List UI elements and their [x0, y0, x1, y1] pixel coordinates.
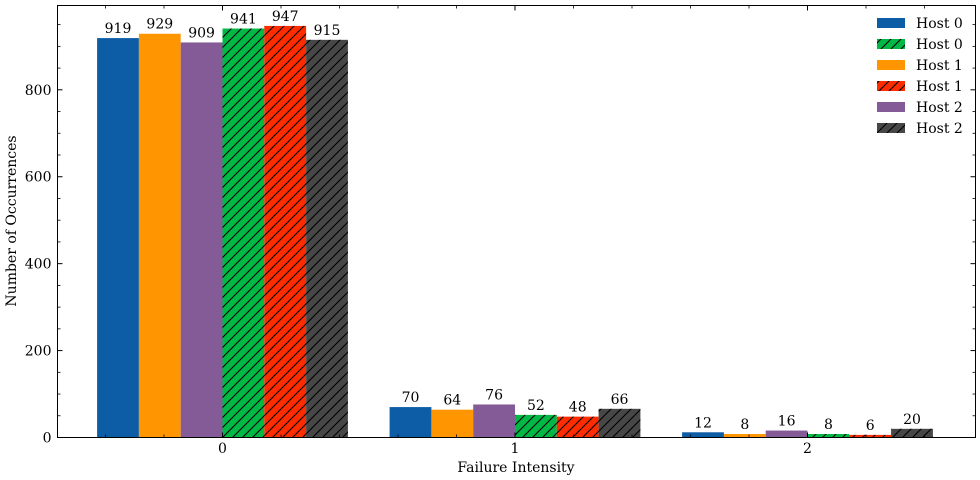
data-label-series-5-cat-2: 20 [903, 412, 921, 428]
data-label-series-4-cat-2: 6 [866, 418, 875, 434]
legend: Host 0 Host 0 Host 1 Host 1 Host 2 Host 2 [877, 16, 963, 137]
data-label-series-4-cat-1: 48 [569, 400, 587, 416]
x-axis-label: Failure Intensity [457, 460, 574, 476]
x-tick-label: 2 [803, 441, 812, 457]
data-label-series-2-cat-1: 76 [485, 387, 503, 403]
bar-series-2-cat-2 [765, 430, 808, 438]
y-tick-label: 200 [25, 344, 52, 360]
x-tick-label: 1 [511, 441, 520, 457]
legend-swatch-0 [877, 18, 905, 28]
bar-series-1-cat-0 [138, 33, 181, 438]
bar-series-2-cat-1 [473, 404, 515, 438]
plot-frame [57, 5, 976, 438]
legend-swatch-4 [877, 102, 905, 112]
data-label-series-5-cat-1: 66 [611, 392, 629, 408]
data-label-series-0-cat-1: 70 [402, 390, 420, 406]
data-labels-layer: 919 70 12 929 64 8 909 76 16 941 52 8 947 48 6 915 66 20 [105, 9, 921, 434]
legend-label-2: Host 1 [916, 58, 963, 74]
bar-series-1-cat-1 [431, 409, 474, 438]
bar-hatch-series-3-cat-2 [807, 434, 850, 438]
legend-label-0: Host 0 [916, 16, 963, 32]
data-label-series-2-cat-0: 909 [188, 25, 215, 41]
bar-hatch-series-5-cat-0 [306, 39, 348, 438]
data-label-series-1-cat-0: 929 [146, 17, 173, 33]
bar-hatch-series-4-cat-1 [556, 416, 599, 438]
bar-series-0-cat-2 [682, 432, 724, 438]
data-label-series-1-cat-1: 64 [443, 393, 461, 409]
legend-label-1: Host 0 [916, 37, 963, 53]
bar-hatch-series-3-cat-0 [222, 28, 265, 438]
y-tick-label: 0 [43, 431, 52, 447]
data-label-series-1-cat-2: 8 [740, 417, 749, 433]
bar-hatch-series-4-cat-2 [849, 434, 892, 438]
legend-swatch-2 [877, 60, 905, 70]
y-tick-label: 400 [25, 257, 52, 273]
bar-hatch-series-3-cat-1 [515, 414, 557, 438]
legend-label-5: Host 2 [916, 121, 963, 137]
bar-series-0-cat-0 [97, 38, 139, 438]
bar-series-0-cat-1 [389, 407, 432, 438]
bar-hatch-series-5-cat-1 [598, 408, 641, 438]
data-label-series-3-cat-0: 941 [230, 12, 257, 28]
legend-label-4: Host 2 [916, 100, 963, 116]
bar-series-1-cat-2 [723, 434, 766, 438]
bar-hatch-series-4-cat-0 [264, 25, 307, 438]
data-label-series-3-cat-2: 8 [824, 417, 833, 433]
data-label-series-4-cat-0: 947 [272, 9, 299, 25]
bar-hatch-series-5-cat-2 [891, 428, 933, 438]
legend-label-3: Host 1 [916, 79, 963, 95]
bars-layer [97, 25, 933, 438]
legend-swatch-hatch-5 [877, 123, 905, 133]
x-tick-label: 0 [218, 441, 227, 457]
legend-swatch-hatch-1 [877, 39, 905, 49]
data-label-series-0-cat-0: 919 [105, 21, 132, 37]
data-label-series-5-cat-0: 915 [314, 23, 341, 39]
bar-series-2-cat-0 [180, 42, 223, 438]
y-tick-label: 800 [25, 83, 52, 99]
data-label-series-0-cat-2: 12 [694, 415, 712, 431]
data-label-series-3-cat-1: 52 [527, 398, 545, 414]
y-axis-label: Number of Occurrences [4, 135, 20, 306]
legend-swatch-hatch-3 [877, 81, 905, 91]
y-tick-label: 600 [25, 170, 52, 186]
data-label-series-2-cat-2: 16 [778, 414, 796, 430]
